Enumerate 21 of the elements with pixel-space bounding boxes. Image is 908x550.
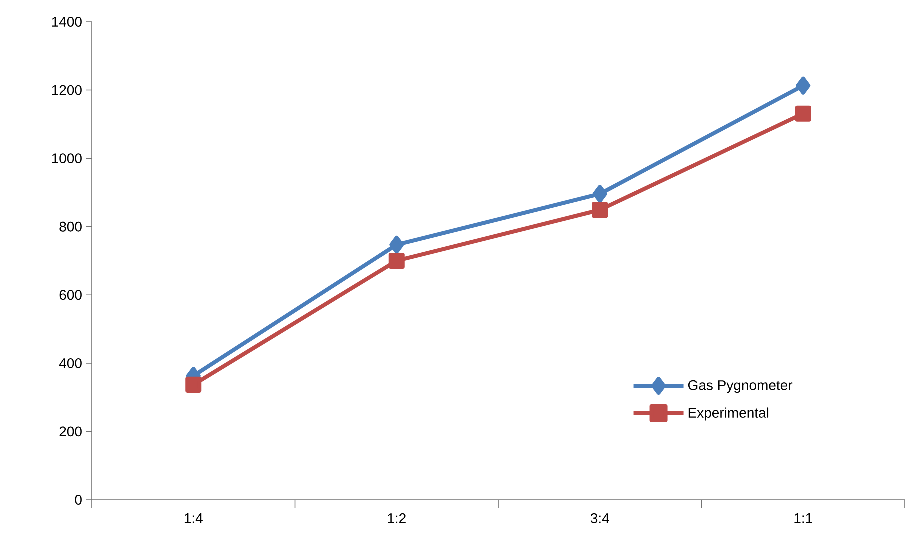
x-tick-label: 1:1 — [794, 514, 812, 524]
y-tick-label: 0 — [75, 495, 82, 505]
point — [388, 252, 405, 269]
y-tick-label: 1400 — [52, 17, 82, 27]
legend-label: Gas Pygnometer — [688, 380, 793, 394]
point — [390, 236, 404, 254]
y-tick-label: 200 — [60, 426, 82, 437]
y-tick-label: 400 — [59, 358, 82, 368]
x-tick-label: 1:2 — [388, 514, 406, 524]
point — [796, 76, 811, 95]
point — [592, 202, 608, 218]
x-tick-label: 3:4 — [590, 514, 610, 524]
point — [795, 106, 812, 122]
point — [592, 185, 608, 204]
legend-label: Experimental — [688, 408, 769, 421]
y-tick-label: 800 — [60, 222, 82, 232]
x-tick-label: 1:4 — [184, 514, 203, 524]
point — [186, 376, 202, 393]
y-tick-label: 600 — [60, 290, 82, 300]
y-tick-label: 1000 — [52, 154, 82, 164]
y-tick-label: 1200 — [52, 85, 82, 96]
